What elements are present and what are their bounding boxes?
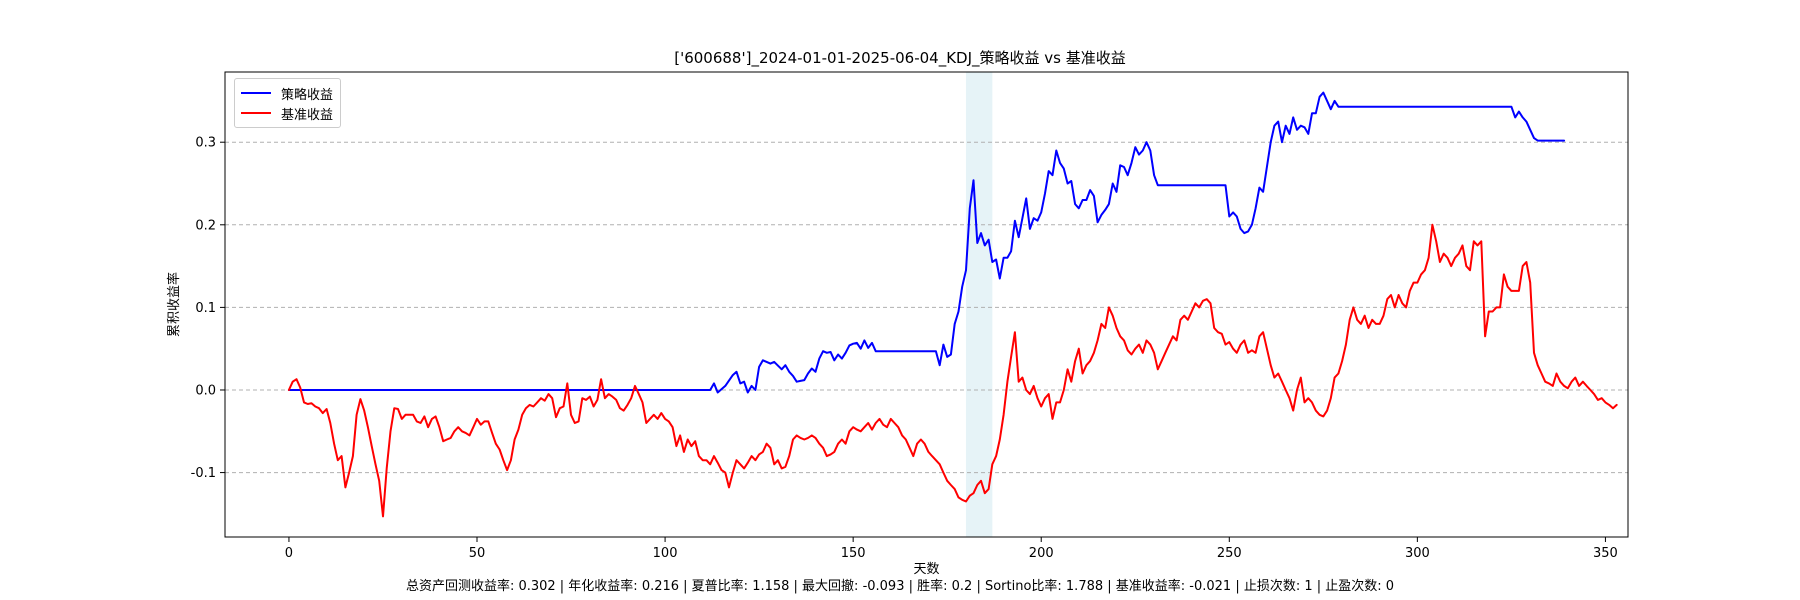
x-tick-label: 300 — [1405, 546, 1430, 561]
y-tick-label: 0.1 — [195, 301, 216, 316]
highlight-span-layer — [965, 72, 993, 537]
legend-item-strategy: 策略收益 — [241, 84, 334, 103]
benchmark-return-line — [287, 223, 1618, 518]
x-axis-ticks: 0 50 100 150 200 250 300 350 — [285, 537, 1618, 561]
y-tick-label: 0.2 — [195, 218, 216, 233]
x-tick-label: 0 — [285, 546, 293, 561]
chart-title: ['600688']_2024-01-01-2025-06-04_KDJ_策略收… — [674, 49, 1126, 67]
legend-swatch-strategy — [241, 92, 271, 94]
legend-item-benchmark: 基准收益 — [241, 104, 334, 123]
x-tick-label: 200 — [1029, 546, 1054, 561]
x-tick-label: 350 — [1593, 546, 1618, 561]
legend-label-strategy: 策略收益 — [281, 87, 334, 103]
x-tick-label: 50 — [469, 546, 486, 561]
highlight-span — [965, 72, 993, 537]
y-tick-label: 0.3 — [195, 136, 216, 151]
y-tick-label: 0.0 — [195, 383, 216, 398]
legend: 策略收益 基准收益 — [234, 78, 341, 128]
y-axis-label: 累积收益率 — [166, 272, 182, 337]
y-axis-ticks: -0.1 0.0 0.1 0.2 0.3 — [191, 136, 225, 481]
legend-label-benchmark: 基准收益 — [281, 107, 334, 123]
x-tick-label: 150 — [841, 546, 866, 561]
plot-frame — [224, 71, 1629, 538]
strategy-return-line — [287, 91, 1566, 394]
x-axis-label: 天数 — [913, 562, 939, 577]
y-tick-label: -0.1 — [191, 466, 216, 481]
footer-stats: 总资产回测收益率: 0.302 | 年化收益率: 0.216 | 夏普比率: 1… — [405, 579, 1395, 594]
legend-swatch-benchmark — [241, 112, 271, 114]
x-tick-label: 100 — [653, 546, 678, 561]
line-layer — [287, 91, 1618, 518]
grid-layer — [225, 141, 1628, 474]
x-tick-label: 250 — [1217, 546, 1242, 561]
